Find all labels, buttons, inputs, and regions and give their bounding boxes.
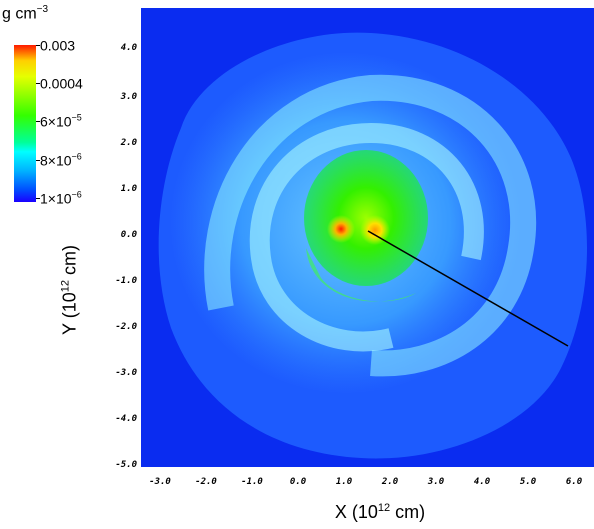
x-axis-label-unit: cm) <box>390 502 426 522</box>
x-tick-label: 5.0 <box>519 477 537 487</box>
y-tick-label: -4.0 <box>115 414 137 424</box>
y-tick-label: 3.0 <box>120 92 137 102</box>
colorbar <box>14 45 36 202</box>
x-tick-label: -1.0 <box>241 477 263 487</box>
colorbar-tick <box>36 121 40 122</box>
colorbar-label: 0.0004 <box>40 75 83 92</box>
x-axis-label-exponent: 12 <box>377 502 391 514</box>
colorbar-label-base: 8×10 <box>40 152 72 169</box>
colorbar-tick <box>36 160 40 161</box>
y-tick-label: -5.0 <box>115 460 137 470</box>
colorbar-label-base: 0.0004 <box>40 75 83 92</box>
colorbar-tick <box>36 45 40 46</box>
colorbar-label-exponent: −5 <box>71 112 82 123</box>
y-axis-label-exponent: 12 <box>59 280 72 293</box>
colorbar-label-exponent: −6 <box>71 151 82 162</box>
colorbar-label-base: 6×10 <box>40 113 72 130</box>
colorbar-label-base: 1×10 <box>40 190 72 207</box>
x-tick-label: 1.0 <box>335 477 353 487</box>
x-tick-label: 3.0 <box>427 477 445 487</box>
y-axis-label: Y (1012 cm) <box>60 245 81 335</box>
y-tick-label: 2.0 <box>120 138 137 148</box>
primary-hotspot <box>327 215 355 243</box>
x-tick-label: 2.0 <box>381 477 399 487</box>
trajectory-line <box>367 230 569 347</box>
y-axis-label-unit: cm) <box>59 245 80 281</box>
y-tick-label: -2.0 <box>115 322 137 332</box>
colorbar-label: 8×10−6 <box>40 152 82 169</box>
colorbar-tick <box>36 198 40 199</box>
x-tick-label: -3.0 <box>149 477 171 487</box>
colorbar-unit-exponent: −3 <box>36 4 49 15</box>
colorbar-label: 6×10−5 <box>40 113 82 130</box>
x-axis-label-base: X (10 <box>334 502 378 522</box>
y-tick-label: -1.0 <box>115 276 137 286</box>
density-plot <box>141 8 594 467</box>
colorbar-title: g cm−3 <box>2 4 48 23</box>
x-tick-label: 6.0 <box>565 477 583 487</box>
colorbar-label: 1×10−6 <box>40 190 82 207</box>
spiral-arm-inner <box>249 122 484 352</box>
colorbar-label-base: 0.003 <box>40 37 76 54</box>
y-tick-label: -3.0 <box>115 368 137 378</box>
y-tick-label: 0.0 <box>120 230 137 240</box>
x-axis-label: X (1012 cm) <box>335 502 425 523</box>
y-tick-label: 4.0 <box>120 43 137 53</box>
spiral-arm-outer <box>204 74 537 377</box>
x-tick-label: 0.0 <box>289 477 307 487</box>
y-axis-label-base: Y (10 <box>59 292 80 335</box>
colorbar-tick <box>36 83 40 84</box>
density-map <box>141 8 594 467</box>
secondary-hotspot <box>360 215 390 245</box>
x-tick-label: -2.0 <box>195 477 217 487</box>
colorbar-label-exponent: −6 <box>71 189 82 200</box>
x-tick-label: 4.0 <box>473 477 491 487</box>
colorbar-unit: g cm <box>2 5 37 23</box>
colorbar-label: 0.003 <box>40 37 76 54</box>
y-tick-label: 1.0 <box>120 184 137 194</box>
